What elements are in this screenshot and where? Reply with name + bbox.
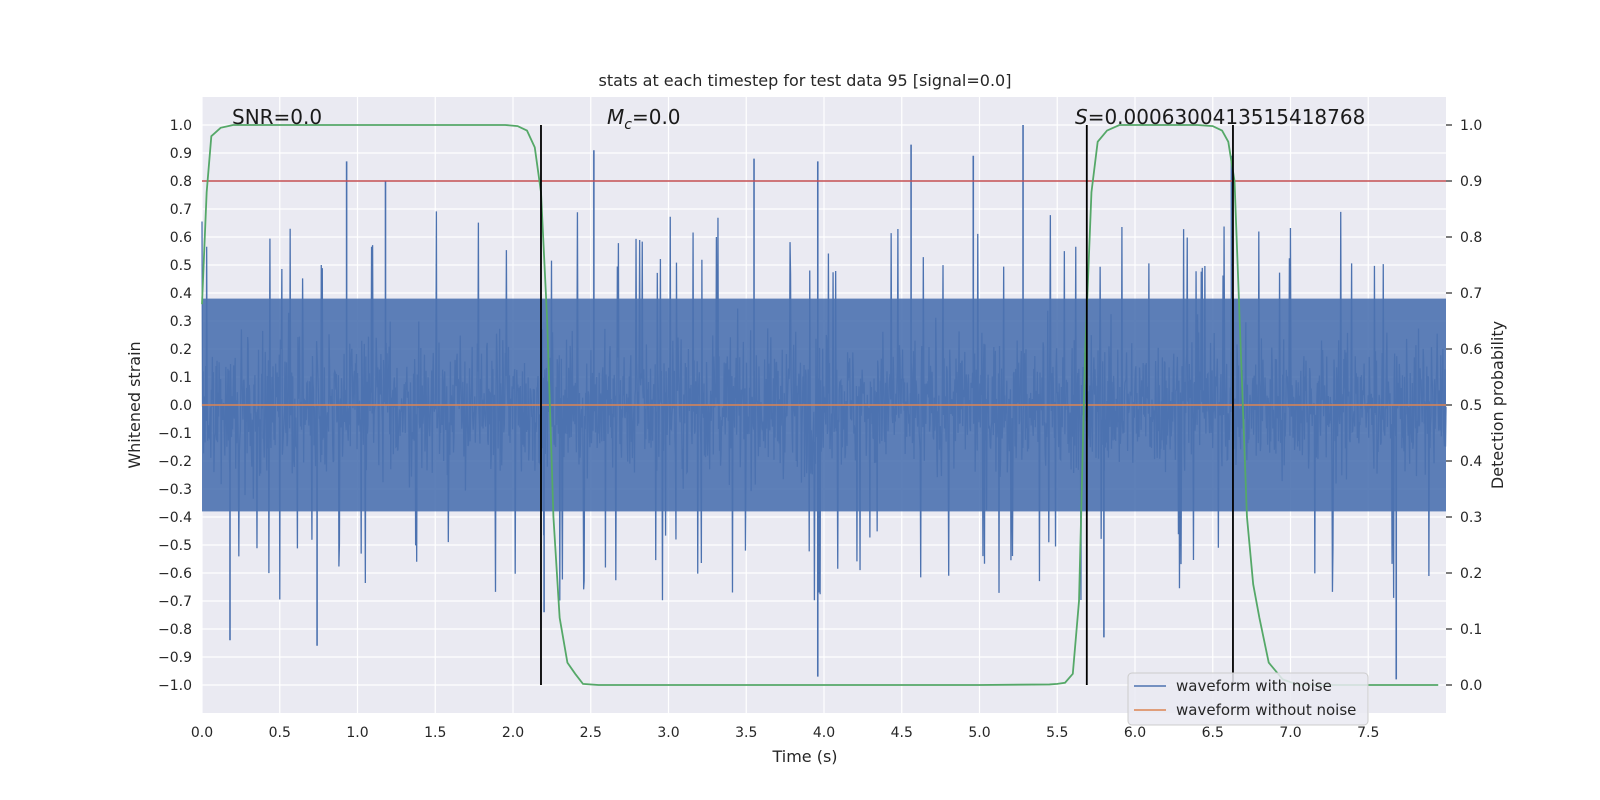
axis-ticks: 0.0 0.5 1.0 1.5 2.0 2.5 3.0 3.5 4.0 4.5 5.0 5.5 6.0 6… — [158, 118, 1482, 741]
y-tick-label: 0.8 — [170, 174, 192, 190]
x-tick-label: 4.0 — [813, 725, 835, 741]
y2-tick-label: 0.6 — [1460, 342, 1482, 358]
probability-trace — [201, 124, 1439, 686]
y-tick-label: 0.1 — [170, 370, 192, 386]
y2-tick-label: 0.5 — [1460, 398, 1482, 414]
x-tick-label: 2.5 — [580, 725, 602, 741]
chirp-mass-subscript: c — [624, 117, 632, 133]
x-tick-label: 7.5 — [1357, 725, 1379, 741]
y-tick-label: 0.6 — [170, 230, 192, 246]
x-tick-label: 2.0 — [502, 725, 524, 741]
legend-label-noise: waveform with noise — [1176, 677, 1332, 695]
y-tick-label: 0.4 — [170, 286, 192, 302]
x-tick-label: 0.0 — [191, 725, 213, 741]
y-tick-label: 0.5 — [170, 258, 192, 274]
x-tick-label: 3.5 — [735, 725, 757, 741]
y-tick-label: 1.0 — [170, 118, 192, 134]
y-tick-label: 0.0 — [170, 398, 192, 414]
y-tick-label: −0.3 — [158, 482, 192, 498]
y-tick-label: −0.9 — [158, 650, 192, 666]
y-tick-label: 0.2 — [170, 342, 192, 358]
y2-tick-label: 0.8 — [1460, 230, 1482, 246]
y-tick-label: −0.4 — [158, 510, 192, 526]
y2-tick-label: 0.1 — [1460, 622, 1482, 638]
y-tick-label: −0.8 — [158, 622, 192, 638]
snr-annotation: SNR=0.0 — [232, 105, 322, 129]
chirp-mass-annotation: Mc=0.0 — [607, 105, 681, 133]
y-tick-label: 0.3 — [170, 314, 192, 330]
y2-axis-label: Detection probability — [1488, 321, 1507, 489]
y2-tick-label: 1.0 — [1460, 118, 1482, 134]
y-tick-label: −0.6 — [158, 566, 192, 582]
y-tick-label: 0.9 — [170, 146, 192, 162]
x-tick-label: 6.0 — [1124, 725, 1146, 741]
y2-tick-label: 0.7 — [1460, 286, 1482, 302]
y2-tick-label: 0.0 — [1460, 678, 1482, 694]
y2-tick-label: 0.3 — [1460, 510, 1482, 526]
y2-tick-label: 0.4 — [1460, 454, 1482, 470]
y-tick-label: −1.0 — [158, 678, 192, 694]
legend-label-clean: waveform without noise — [1176, 701, 1356, 719]
y2-tick-label: 0.9 — [1460, 174, 1482, 190]
y-tick-label: −0.2 — [158, 454, 192, 470]
chirp-mass-value: =0.0 — [632, 105, 681, 129]
s-annotation: S=0.0006300413515418768 — [1075, 105, 1365, 129]
x-tick-label: 5.5 — [1046, 725, 1068, 741]
x-tick-label: 6.5 — [1202, 725, 1224, 741]
y2-tick-label: 0.2 — [1460, 566, 1482, 582]
x-tick-label: 4.5 — [891, 725, 913, 741]
x-tick-label: 1.0 — [346, 725, 368, 741]
x-tick-label: 7.0 — [1279, 725, 1301, 741]
x-tick-label: 3.0 — [657, 725, 679, 741]
legend: waveform with noise waveform without noi… — [1127, 672, 1369, 726]
x-tick-label: 0.5 — [269, 725, 291, 741]
x-tick-label: 5.0 — [968, 725, 990, 741]
chart-title: stats at each timestep for test data 95 … — [599, 71, 1012, 90]
s-symbol: S — [1075, 105, 1088, 129]
y-axis-label: Whitened strain — [125, 341, 144, 468]
y-tick-label: 0.7 — [170, 202, 192, 218]
legend-box — [1127, 672, 1369, 726]
y-tick-label: −0.7 — [158, 594, 192, 610]
s-value: =0.0006300413515418768 — [1088, 105, 1366, 129]
x-tick-label: 1.5 — [424, 725, 446, 741]
x-axis-label: Time (s) — [771, 747, 837, 766]
detection-boundaries — [540, 125, 1234, 685]
y-tick-label: −0.1 — [158, 426, 192, 442]
y-tick-label: −0.5 — [158, 538, 192, 554]
chirp-mass-symbol: M — [607, 105, 624, 129]
detection-probability-series — [201, 124, 1439, 686]
